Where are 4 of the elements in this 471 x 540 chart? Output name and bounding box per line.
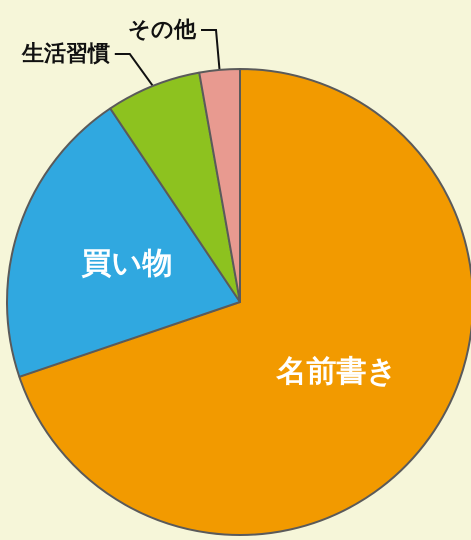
slice-label: その他 <box>128 18 198 43</box>
slice-label: 名前書き <box>276 354 398 390</box>
slice-label: 買い物 <box>81 246 172 282</box>
slice-label: 生活習慣 <box>20 42 110 67</box>
